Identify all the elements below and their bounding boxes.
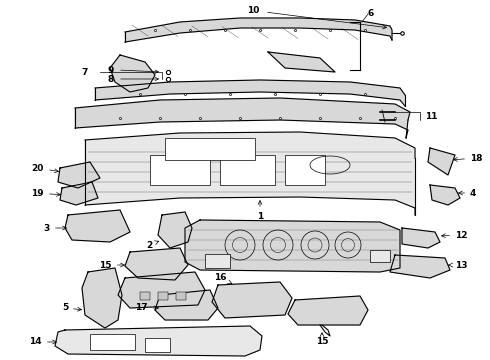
Text: 1: 1 bbox=[257, 201, 263, 221]
Bar bbox=[140, 292, 150, 300]
Polygon shape bbox=[82, 268, 122, 328]
Text: 2: 2 bbox=[146, 240, 159, 249]
Text: 7: 7 bbox=[82, 68, 88, 77]
Bar bbox=[165, 138, 255, 160]
Text: 4: 4 bbox=[459, 189, 476, 198]
Polygon shape bbox=[55, 326, 262, 356]
Bar bbox=[158, 292, 168, 300]
Polygon shape bbox=[65, 210, 130, 242]
Text: 5: 5 bbox=[62, 303, 81, 312]
Polygon shape bbox=[155, 290, 218, 320]
Bar bbox=[145, 338, 170, 352]
Text: 15: 15 bbox=[316, 333, 328, 346]
Polygon shape bbox=[185, 220, 400, 272]
Text: 14: 14 bbox=[29, 338, 56, 346]
Polygon shape bbox=[212, 282, 292, 318]
Text: 6: 6 bbox=[368, 9, 374, 18]
Polygon shape bbox=[95, 80, 405, 106]
Text: 16: 16 bbox=[214, 274, 232, 284]
Text: 3: 3 bbox=[44, 224, 67, 233]
Polygon shape bbox=[75, 98, 410, 138]
Polygon shape bbox=[118, 272, 205, 308]
Text: 13: 13 bbox=[449, 261, 467, 270]
Text: 9: 9 bbox=[107, 66, 113, 75]
Polygon shape bbox=[402, 228, 440, 248]
Bar bbox=[176, 292, 186, 300]
Text: 19: 19 bbox=[31, 189, 60, 198]
Polygon shape bbox=[390, 255, 450, 278]
Text: 15: 15 bbox=[99, 261, 124, 270]
Polygon shape bbox=[268, 52, 335, 72]
Text: 10: 10 bbox=[247, 5, 259, 14]
Text: 11: 11 bbox=[425, 112, 438, 121]
Text: 8: 8 bbox=[107, 75, 113, 84]
Polygon shape bbox=[288, 296, 368, 325]
Polygon shape bbox=[125, 18, 392, 42]
Polygon shape bbox=[58, 162, 100, 188]
Polygon shape bbox=[85, 132, 415, 215]
Text: 20: 20 bbox=[32, 163, 58, 173]
Bar bbox=[285, 155, 325, 185]
Bar bbox=[370, 250, 390, 262]
Bar bbox=[220, 155, 275, 185]
Text: 18: 18 bbox=[454, 153, 483, 162]
Polygon shape bbox=[110, 55, 155, 92]
Polygon shape bbox=[428, 148, 455, 175]
Bar bbox=[150, 155, 210, 185]
Polygon shape bbox=[125, 248, 188, 280]
Text: 17: 17 bbox=[135, 303, 158, 312]
Polygon shape bbox=[60, 182, 98, 205]
Polygon shape bbox=[430, 185, 460, 205]
Bar bbox=[90, 334, 135, 350]
Polygon shape bbox=[158, 212, 192, 248]
Text: 12: 12 bbox=[441, 230, 467, 239]
Bar bbox=[205, 254, 230, 268]
